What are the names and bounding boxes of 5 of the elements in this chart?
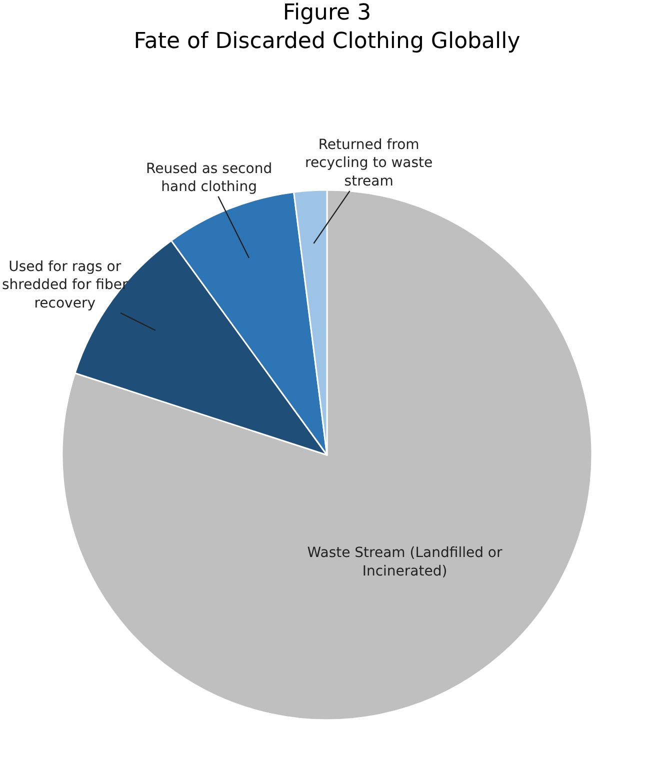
chart-title: Figure 3 xyxy=(282,0,372,26)
chart-subtitle: Fate of Discarded Clothing Globally xyxy=(134,29,520,54)
slice-label: Waste Stream (Landfilled or Incinerated) xyxy=(307,545,502,580)
slice-label: Returned from recycling to waste stream xyxy=(305,137,433,190)
slice-label: Reused as second hand clothing xyxy=(146,161,272,196)
